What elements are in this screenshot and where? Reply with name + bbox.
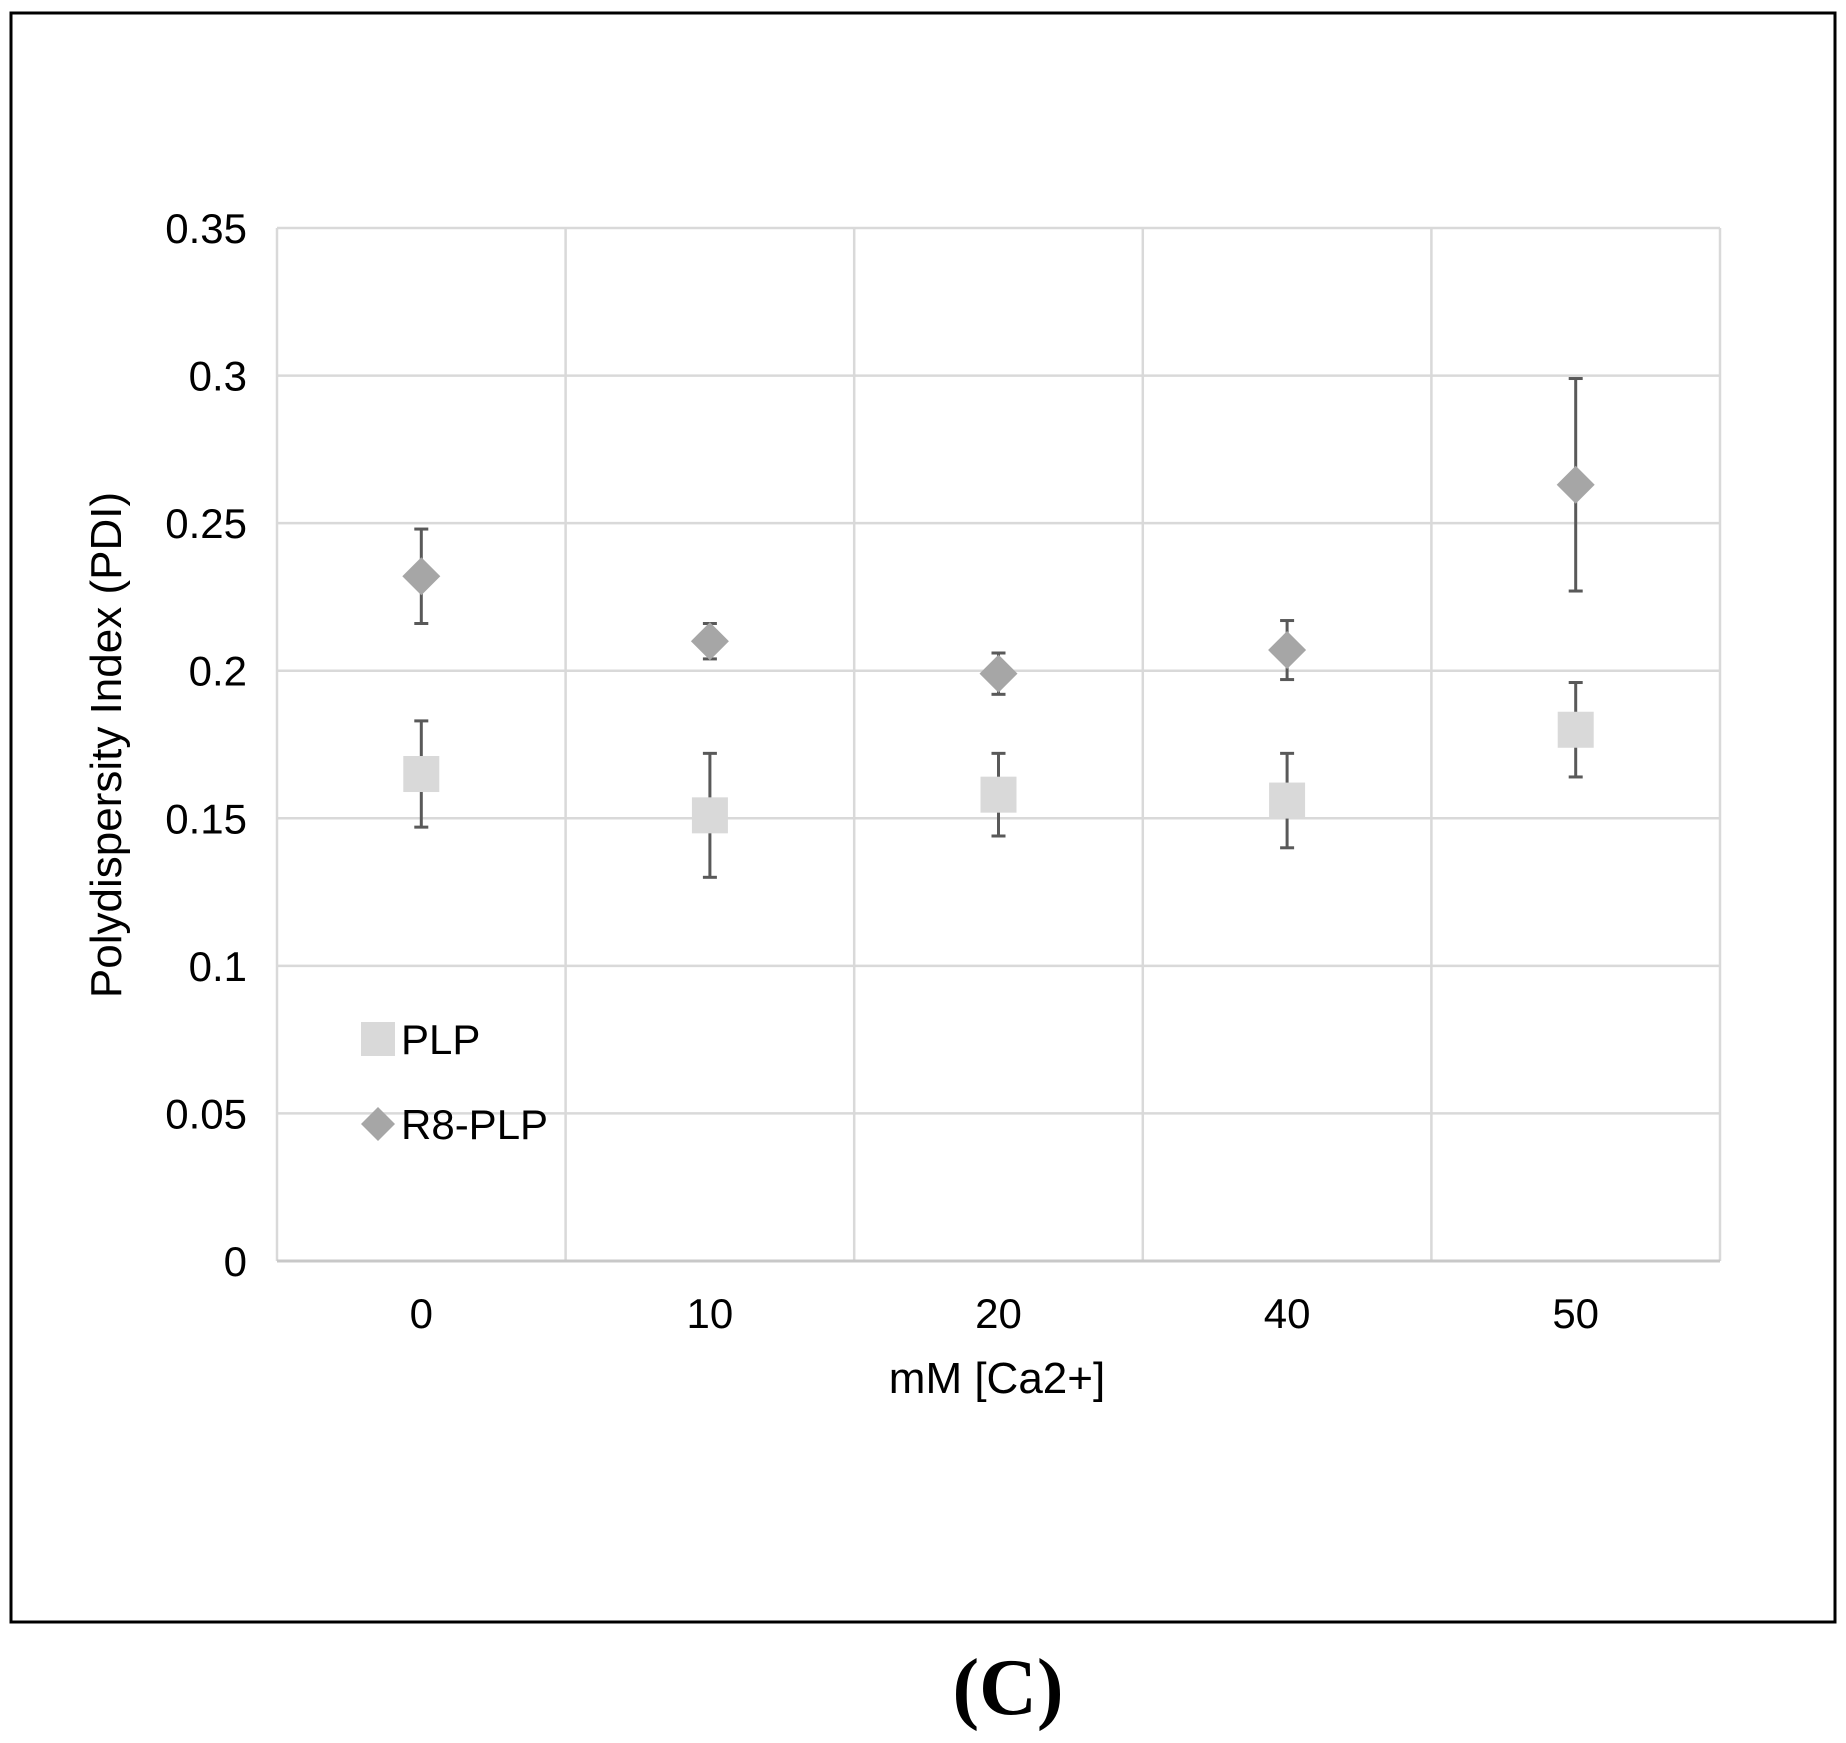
y-tick-label: 0.15 (165, 795, 247, 842)
tick-labels: 0 0.05 0.1 0.15 0.2 0.25 0.3 0.35 0 10 20 40 50 (165, 205, 1599, 1337)
gridlines (275, 226, 1722, 1261)
data-point-diamond (979, 654, 1018, 693)
y-tick-label: 0.35 (165, 205, 247, 252)
panel-label: (C) (952, 1644, 1063, 1732)
data-point-square (1269, 782, 1306, 819)
data-point-diamond (690, 622, 729, 661)
legend-label: PLP (401, 1016, 480, 1063)
data-point-square (691, 797, 728, 834)
x-tick-label: 50 (1552, 1290, 1599, 1337)
y-tick-label: 0.25 (165, 500, 247, 547)
y-axis-label: Polydispersity Index (PDI) (82, 492, 131, 998)
y-tick-label: 0.1 (189, 943, 247, 990)
legend-label: R8-PLP (401, 1101, 548, 1148)
x-tick-label: 20 (975, 1290, 1022, 1337)
data-point-diamond (1268, 631, 1307, 670)
data-point-diamond (402, 557, 441, 596)
data-point-diamond (1556, 465, 1595, 504)
y-tick-label: 0 (224, 1238, 247, 1285)
x-tick-label: 0 (410, 1290, 433, 1337)
legend: PLP R8-PLP (361, 1016, 548, 1148)
x-tick-label: 10 (687, 1290, 734, 1337)
legend-marker-square (361, 1022, 395, 1056)
y-tick-label: 0.2 (189, 648, 247, 695)
legend-marker-diamond (361, 1107, 395, 1141)
data-point-square (980, 776, 1017, 813)
x-axis-label: mM [Ca2+] (889, 1354, 1105, 1403)
data-markers (402, 465, 1595, 834)
y-tick-label: 0.05 (165, 1090, 247, 1137)
y-tick-label: 0.3 (189, 353, 247, 400)
x-tick-label: 40 (1264, 1290, 1311, 1337)
data-point-square (403, 756, 440, 793)
data-point-square (1557, 711, 1594, 748)
